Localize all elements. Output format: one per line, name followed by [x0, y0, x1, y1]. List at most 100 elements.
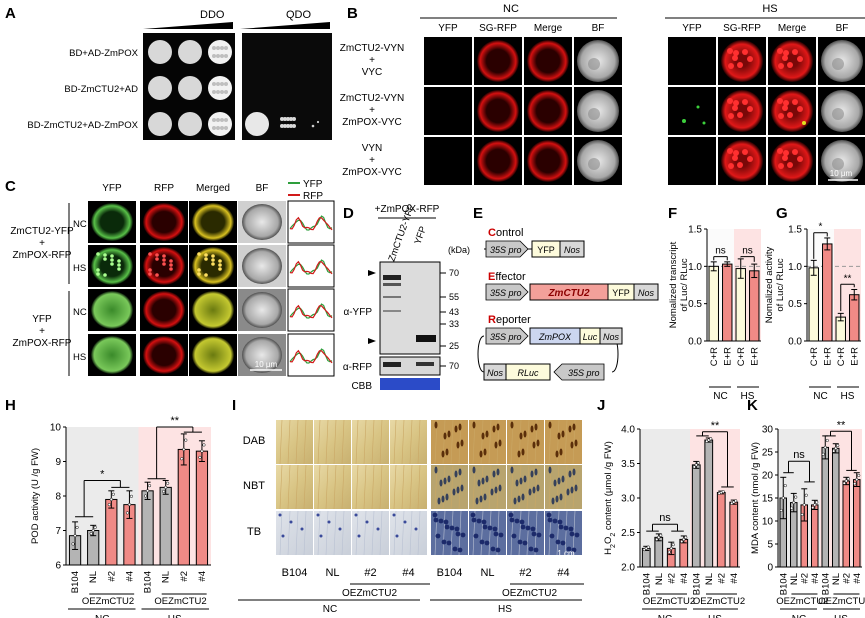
- bar: [808, 267, 819, 342]
- sig-label: **: [844, 273, 852, 284]
- panel-label-B: B: [347, 5, 358, 22]
- data-point: [834, 446, 838, 450]
- trypan-spot: [558, 524, 564, 530]
- stain-spot: [483, 448, 487, 456]
- trypan-spot: [432, 512, 438, 518]
- stain-spot: [458, 423, 462, 431]
- stress-granule: [783, 100, 789, 106]
- brightfield-cell: [242, 248, 282, 284]
- bifc-col-header: Merge: [534, 23, 563, 34]
- yfp-cell: [91, 336, 133, 374]
- colony-detail: [224, 90, 228, 94]
- puncta: [148, 252, 152, 256]
- stain-spot: [557, 432, 561, 440]
- trypan-spot: [509, 517, 515, 523]
- leaf-col-label: NL: [480, 567, 494, 579]
- y-tick-label: 7: [55, 526, 61, 537]
- gene-box-label: Nos: [564, 245, 581, 255]
- data-point: [734, 499, 738, 503]
- data-point: [836, 444, 840, 448]
- stress-granule: [742, 149, 748, 155]
- stain-spot: [528, 488, 532, 496]
- stain-spot: [477, 479, 481, 487]
- data-point: [184, 438, 188, 442]
- sig-label: **: [170, 415, 179, 427]
- colony-detail: [216, 118, 220, 122]
- puncta: [103, 257, 107, 261]
- y-tick-label: 25: [762, 448, 774, 459]
- y-axis-label: POD activity (U /g FW): [30, 448, 41, 544]
- leaf-col-label: #4: [402, 567, 414, 579]
- trypan-spot: [566, 546, 572, 552]
- data-point: [792, 501, 796, 505]
- stain-spot: [521, 448, 525, 456]
- y-tick-label: 1.0: [688, 262, 702, 273]
- y-axis-label-part: H: [603, 548, 614, 555]
- bf-texture: [832, 108, 844, 120]
- stain-spot: [443, 432, 447, 440]
- leaf-vein: [371, 510, 375, 556]
- bifc-row-label: ZmPOX-VYC: [342, 117, 401, 128]
- stain-spot: [534, 468, 538, 476]
- coloc-col-header: RFP: [154, 183, 174, 194]
- data-point: [71, 542, 75, 546]
- trypan-spot: [441, 539, 447, 545]
- trypan-spot: [454, 526, 460, 532]
- colony-detail: [212, 126, 216, 130]
- band: [416, 335, 436, 342]
- stain-spot: [498, 484, 502, 492]
- y2h-row-label: BD+AD-ZmPOX: [69, 48, 139, 59]
- leaf-vein: [317, 419, 321, 465]
- stain-spot: [481, 432, 485, 440]
- promoter-arrow: [485, 283, 529, 301]
- stress-granule: [797, 56, 803, 62]
- chart-F: 0.0 0.5 1.0 1.5 Nomalized transcript of Luc/ …: [668, 225, 761, 402]
- legend-yfp-label: YFP: [303, 179, 323, 190]
- leaf-vein: [480, 510, 484, 556]
- stain-spot: [494, 486, 498, 494]
- data-point: [659, 533, 663, 537]
- trypan-spot: [443, 519, 449, 525]
- band: [416, 362, 434, 366]
- yeast-colony-dots: [289, 117, 293, 121]
- nos-box: [559, 240, 585, 258]
- data-point: [148, 484, 152, 488]
- coloc-col-header: YFP: [102, 183, 122, 194]
- trypan-spot: [444, 524, 450, 530]
- yfp-cell: [91, 247, 133, 285]
- stain-row-label: DAB: [243, 435, 266, 447]
- group-label: HS: [841, 391, 855, 402]
- rfp-cell: [477, 140, 519, 182]
- trypan-spot: [433, 517, 439, 523]
- yeast-colony-dots: [316, 120, 320, 124]
- bar: [177, 448, 190, 566]
- leaf-vein: [488, 464, 492, 510]
- bf-texture: [832, 158, 844, 170]
- trypan-spot: [414, 527, 418, 531]
- rfp-profile-line: [289, 260, 333, 275]
- trypan-spot: [338, 527, 342, 531]
- data-point: [815, 500, 819, 504]
- yeast-colony: [148, 112, 172, 136]
- trypan-spot: [557, 519, 563, 525]
- sig-label: ns: [715, 246, 726, 257]
- trypan-spot: [319, 534, 323, 538]
- data-point: [198, 455, 202, 459]
- scale-bar-label: 10 μm: [255, 360, 278, 369]
- category-label: E+R: [849, 347, 860, 366]
- chart-G: 0.0 0.5 1.0 1.5 Nomalized activity of Luc/ RL…: [764, 222, 861, 402]
- band-arrow: [368, 338, 376, 344]
- bar: [831, 447, 840, 568]
- leaf-vein: [564, 464, 568, 510]
- leaf-vein: [355, 464, 359, 510]
- stress-granule: [727, 48, 733, 54]
- leaf-vein: [295, 464, 299, 510]
- leaf-vein: [317, 464, 321, 510]
- y2h-row-label: BD-ZmCTU2+AD: [64, 84, 138, 95]
- panel-label-K: K: [747, 397, 758, 414]
- sig-label: **: [711, 420, 720, 432]
- stain-spot: [460, 484, 464, 492]
- construct-name-rest: eporter: [496, 314, 531, 326]
- puncta: [162, 262, 166, 266]
- y-axis-label: of Luc/ RLuc: [679, 258, 690, 312]
